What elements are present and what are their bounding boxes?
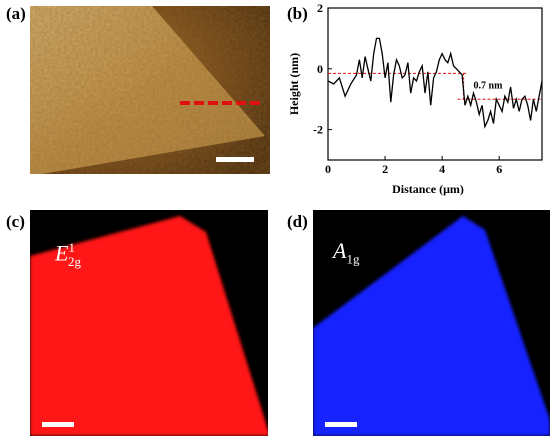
y-tick-label: -2	[313, 123, 323, 137]
y-axis-label: Height (nm)	[287, 53, 301, 115]
raman-map-e2g: E12g	[30, 210, 268, 436]
mode-c-sup: 1	[68, 240, 75, 255]
afm-image	[30, 6, 270, 174]
x-tick-label: 4	[439, 162, 445, 176]
y-tick-label: 0	[317, 62, 323, 76]
raman-map-a1g-scale-bar	[325, 422, 357, 427]
x-tick-label: 6	[496, 162, 502, 176]
x-tick-label: 0	[325, 162, 331, 176]
panel-label-b: (b)	[287, 4, 308, 23]
raman-map-a1g-flake	[313, 216, 550, 436]
raman-map-e2g-scale-bar	[42, 422, 74, 427]
mode-d-sub: 1g	[346, 251, 360, 267]
y-tick-label: 2	[317, 1, 323, 15]
raman-mode-a1g-label: A1g	[333, 238, 359, 267]
afm-scale-bar	[216, 157, 254, 162]
plot-frame	[327, 7, 543, 161]
raman-mode-e2g-label: E12g	[55, 240, 81, 270]
mode-c-sub: 2g	[67, 253, 81, 269]
mode-c-base: E	[55, 240, 69, 266]
height-profile-line	[327, 37, 543, 129]
height-profile-svg: 0 2 4 6 -2 0 2 Distance (μm) Height (nm) 0.7 n…	[287, 1, 543, 196]
height-profile-chart: 0 2 4 6 -2 0 2 Distance (μm) Height (nm) 0.7 n…	[280, 0, 550, 200]
panel-label-c: (c)	[6, 212, 25, 231]
panel-label-d: (d)	[287, 212, 308, 231]
mode-d-base: A	[333, 238, 347, 263]
x-tick-label: 2	[382, 162, 388, 176]
panel-label-a: (a)	[6, 4, 26, 23]
raman-map-e2g-flake	[30, 216, 268, 436]
raman-map-a1g: A1g	[313, 210, 550, 436]
x-axis-label: Distance (μm)	[392, 182, 464, 196]
afm-image-graphic	[30, 6, 270, 174]
step-height-annotation: 0.7 nm	[474, 80, 504, 91]
